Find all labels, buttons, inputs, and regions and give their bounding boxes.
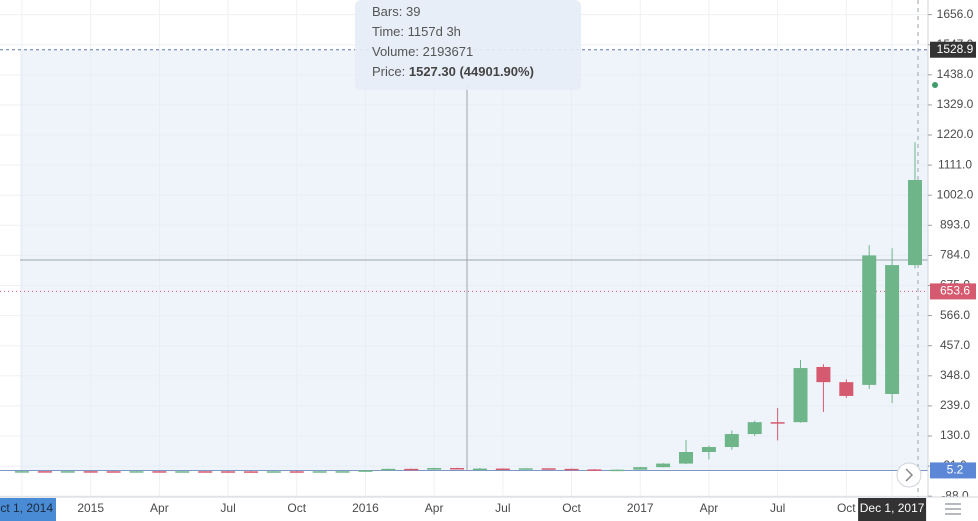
candle-body bbox=[60, 471, 75, 473]
candle-body bbox=[335, 471, 350, 473]
x-tick-label: Oct 1, 2014 bbox=[0, 501, 53, 515]
y-tick-label: 1438.0 bbox=[937, 67, 974, 81]
candle-body bbox=[106, 471, 121, 473]
tooltip-label: Volume: bbox=[372, 44, 419, 59]
candle-body bbox=[633, 467, 648, 470]
candle-body bbox=[564, 468, 579, 471]
x-tick-label: Jul bbox=[220, 501, 235, 515]
x-tick-label: Jul bbox=[495, 501, 510, 515]
candle-body bbox=[610, 469, 625, 472]
y-tick-label: 1111.0 bbox=[938, 157, 972, 171]
y-tick-label: 1220.0 bbox=[937, 127, 974, 141]
candle-body bbox=[198, 471, 213, 473]
candle-body bbox=[908, 180, 922, 266]
x-highlight-bg bbox=[0, 498, 56, 521]
measure-price-label-bg bbox=[930, 41, 976, 58]
y-tick-label: 1002.0 bbox=[937, 187, 974, 201]
x-tick-label: 2016 bbox=[352, 501, 379, 515]
candle-body bbox=[656, 463, 671, 468]
x-tick-label: Oct bbox=[837, 501, 856, 515]
tooltip-label: Price: bbox=[372, 64, 405, 79]
candle-body bbox=[15, 471, 29, 473]
y-tick-label: 1656.0 bbox=[937, 7, 974, 21]
tooltip-line: Price: 1527.30 (44901.90%) bbox=[372, 64, 534, 79]
candle-body bbox=[427, 468, 442, 470]
candle-body bbox=[450, 468, 465, 470]
x-tick-label: 2015 bbox=[77, 501, 104, 515]
candle-body bbox=[289, 471, 304, 473]
x-tick-label: Dec 1, 2017 bbox=[860, 501, 925, 515]
last-price-label-bg bbox=[930, 283, 976, 300]
candle-body bbox=[312, 471, 327, 473]
candle-body bbox=[885, 265, 900, 395]
y-tick-label: 130.0 bbox=[940, 428, 970, 442]
candle-body bbox=[770, 422, 785, 424]
alert-dot bbox=[932, 82, 938, 88]
candle-body bbox=[839, 382, 854, 396]
y-tick-label: 566.0 bbox=[940, 308, 970, 322]
candle-body bbox=[472, 468, 487, 471]
candle-body bbox=[495, 468, 510, 471]
candle-body bbox=[175, 471, 190, 473]
y-tick-label: 239.0 bbox=[940, 398, 970, 412]
candle-body bbox=[862, 255, 877, 385]
candle-body bbox=[266, 471, 281, 473]
y-tick-label: 893.0 bbox=[940, 217, 970, 231]
y-tick-label: 457.0 bbox=[940, 338, 970, 352]
x-tick-label: Jul bbox=[770, 501, 785, 515]
y-tick-label: 1329.0 bbox=[937, 97, 974, 111]
candle-body bbox=[679, 451, 694, 464]
tooltip-line: Volume: 2193671 bbox=[372, 44, 473, 59]
x-tick-label: Apr bbox=[150, 501, 169, 515]
time-axis bbox=[0, 497, 978, 521]
base-price-label: 5.2 bbox=[947, 463, 964, 477]
candle-body bbox=[37, 471, 52, 473]
candle-body bbox=[404, 468, 419, 471]
candle-body bbox=[243, 471, 258, 473]
candle-body bbox=[587, 469, 602, 471]
tooltip-value: 1527.30 (44901.90%) bbox=[409, 64, 534, 79]
base-price-label-bg bbox=[930, 462, 976, 479]
candle-body bbox=[724, 434, 739, 448]
tooltip-value: 39 bbox=[406, 4, 420, 19]
x-tick-label: 2017 bbox=[627, 501, 654, 515]
candle-body bbox=[83, 471, 98, 473]
scroll-arrow bbox=[905, 468, 914, 482]
candle-body bbox=[381, 468, 396, 471]
candle-body bbox=[358, 470, 373, 472]
candle-body bbox=[701, 447, 716, 452]
scroll-button[interactable] bbox=[896, 462, 922, 488]
measure-price-label: 1528.9 bbox=[937, 42, 974, 56]
candle-body bbox=[152, 471, 167, 473]
candle-body bbox=[221, 471, 236, 473]
tooltip-value: 1157d 3h bbox=[408, 24, 461, 39]
tooltip-label: Time: bbox=[372, 24, 404, 39]
tooltip-line: Bars: 39 bbox=[372, 4, 420, 19]
tooltip-bg bbox=[355, 0, 581, 90]
candle-body bbox=[518, 468, 533, 470]
x-tick-label: Apr bbox=[425, 501, 444, 515]
y-tick-label: 784.0 bbox=[940, 248, 970, 262]
y-tick-label: 348.0 bbox=[940, 368, 970, 382]
candle-body bbox=[816, 366, 831, 383]
candle-body bbox=[129, 471, 144, 473]
tooltip-label: Bars: bbox=[372, 4, 402, 19]
tooltip-line: Time: 1157d 3h bbox=[372, 24, 461, 39]
x-tick-label: Oct bbox=[287, 501, 306, 515]
candle-body bbox=[541, 468, 556, 470]
candle-body bbox=[747, 422, 762, 435]
tooltip-value: 2193671 bbox=[423, 44, 474, 59]
last-price-label: 653.6 bbox=[940, 284, 970, 298]
candle-body bbox=[793, 368, 808, 423]
x-tick-label: Apr bbox=[700, 501, 719, 515]
settings-icon[interactable] bbox=[945, 503, 961, 515]
x-tick-label: Oct bbox=[562, 501, 581, 515]
x-highlight-bg bbox=[858, 498, 927, 521]
